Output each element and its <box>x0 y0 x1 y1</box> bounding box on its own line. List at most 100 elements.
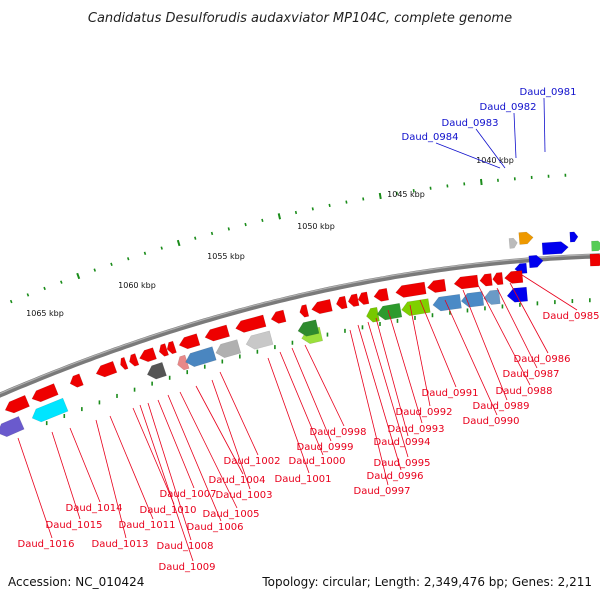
inner-tick <box>291 340 294 345</box>
outer-tick <box>261 218 264 223</box>
reverse-gene-arrow <box>129 353 140 367</box>
inner-tick <box>466 308 469 313</box>
gene-labels: Daud_0981 Daud_0982 Daud_0983 Daud_0984 Daud… <box>18 87 600 573</box>
cog-category-track <box>0 240 600 437</box>
outer-tick <box>176 239 181 247</box>
kbp-scale-labels: 1040 kbp 1045 kbp 1050 kbp 1055 kbp 1060 kbp… <box>26 156 514 318</box>
leader-line <box>409 304 431 407</box>
genome-backbone <box>0 253 600 398</box>
outer-tick <box>227 227 230 231</box>
inner-tick <box>239 354 241 359</box>
gene-label: Daud_0990 <box>463 416 520 427</box>
inner-tick <box>344 328 346 333</box>
outer-tick <box>328 203 331 208</box>
kbp-label: 1065 kbp <box>26 309 64 318</box>
outer-tick <box>530 175 533 179</box>
inner-tick <box>519 302 521 307</box>
gene-label: Daud_1001 <box>275 474 332 485</box>
inner-tick <box>203 364 206 369</box>
gene-label: Daud_1006 <box>187 522 244 533</box>
reverse-gene-arrow <box>311 298 333 315</box>
gene-label: Daud_1015 <box>46 520 103 531</box>
gene-label: Daud_0993 <box>388 424 445 435</box>
outer-tick <box>194 236 197 240</box>
inner-tick <box>501 304 504 309</box>
leader-line <box>219 371 259 456</box>
gene-label: Daud_0989 <box>473 401 530 412</box>
forward-gene-arrow <box>508 237 518 249</box>
gene-label: Daud_1004 <box>209 475 266 486</box>
inner-tick <box>449 310 451 315</box>
outer-tick <box>463 182 466 186</box>
outer-tick <box>277 213 282 220</box>
backbone-highlight <box>0 253 600 395</box>
reverse-gene-arrow <box>335 295 348 310</box>
reverse-gene-arrow <box>395 281 427 298</box>
gene-label: Daud_0996 <box>367 471 424 482</box>
gene-label: Daud_0988 <box>496 386 553 397</box>
inner-tick <box>431 313 434 318</box>
outer-tick <box>210 231 214 236</box>
gene-label: Daud_0984 <box>402 132 459 143</box>
leader-line <box>543 97 546 153</box>
gene-label: Daud_1002 <box>224 456 281 467</box>
outer-tick <box>160 246 163 250</box>
kbp-label: 1050 kbp <box>297 222 335 231</box>
gene-label: Daud_1010 <box>140 505 197 516</box>
leader-line <box>139 404 194 562</box>
outer-tick <box>513 177 516 181</box>
cog-segment <box>401 298 431 316</box>
leader-line <box>109 415 154 520</box>
gene-label: Daud_1011 <box>119 520 176 531</box>
inner-tick <box>221 359 224 364</box>
leader-line <box>496 287 538 369</box>
kbp-label: 1045 kbp <box>387 190 425 199</box>
inner-tick <box>133 387 136 392</box>
kbp-tick-track <box>9 173 591 426</box>
cog-segment <box>366 306 380 323</box>
inner-tick <box>116 393 118 398</box>
outer-tick <box>446 184 449 188</box>
kbp-label: 1040 kbp <box>476 156 514 165</box>
gene-label: Daud_0995 <box>374 458 431 469</box>
cog-segment <box>506 286 528 303</box>
leader-line <box>69 427 101 503</box>
leader-line <box>132 407 175 505</box>
leader-line <box>419 299 457 388</box>
gene-label: Daud_0994 <box>374 437 431 448</box>
outer-tick <box>127 257 130 261</box>
leader-line <box>167 394 222 522</box>
leader-line <box>444 299 498 416</box>
outer-tick <box>412 189 415 193</box>
gene-label: Daud_0992 <box>396 407 453 418</box>
label-leader-lines <box>17 97 578 562</box>
leader-line <box>17 437 53 539</box>
gene-label: Daud_0991 <box>422 388 479 399</box>
leader-line <box>195 385 244 475</box>
kbp-label: 1055 kbp <box>207 252 245 261</box>
forward-gene-arrow <box>518 231 534 245</box>
outer-tick <box>345 200 348 204</box>
cog-segment <box>483 289 501 305</box>
kbp-label: 1060 kbp <box>118 281 156 290</box>
leader-line <box>279 351 324 456</box>
leader-line <box>211 379 251 490</box>
reverse-gene-arrow <box>95 360 118 378</box>
outer-tick <box>362 197 365 201</box>
gene-label: Daud_0999 <box>297 442 354 453</box>
reverse-gene-arrow <box>235 314 267 333</box>
inner-tick <box>589 298 591 303</box>
leader-line <box>357 324 402 471</box>
reverse-gene-arrow <box>373 287 390 302</box>
forward-gene-arrow <box>541 241 569 256</box>
reverse-gene-arrow <box>166 340 177 355</box>
cog-segment <box>460 291 485 308</box>
reverse-gene-arrow <box>4 394 30 414</box>
leader-line <box>375 317 409 437</box>
outer-tick <box>564 173 567 177</box>
backbone-line <box>0 253 600 398</box>
cog-segment <box>0 415 25 437</box>
reverse-gene-arrow <box>120 356 129 370</box>
cog-segment <box>245 330 274 350</box>
